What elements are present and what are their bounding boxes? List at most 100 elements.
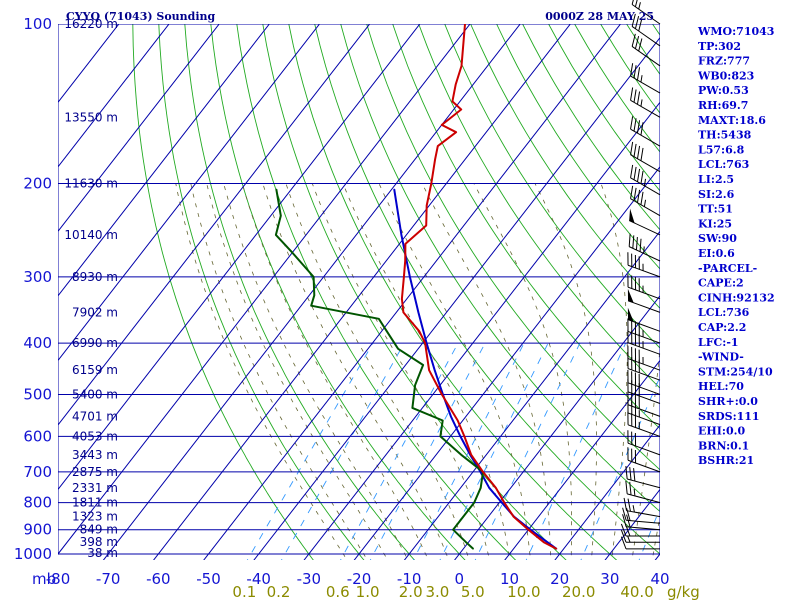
dewpoint-point <box>275 188 277 190</box>
dewpoint-point <box>480 487 482 489</box>
height-label: 8930 m <box>72 270 118 284</box>
moist-adiabat-line <box>651 514 660 560</box>
wind-barb <box>625 480 661 504</box>
temperature-point <box>402 311 404 313</box>
height-label: 38 m <box>87 546 118 560</box>
height-label: 1323 m <box>72 510 118 524</box>
dewpoint-point <box>472 548 474 550</box>
dry-adiabat-line <box>470 24 660 310</box>
dewpoint-point <box>310 305 312 307</box>
data-series <box>274 24 558 550</box>
height-label: 6990 m <box>72 336 118 350</box>
mixing-ratio-line <box>369 342 486 560</box>
index-entry: -PARCEL- <box>698 262 757 275</box>
isotherm-line <box>58 24 170 168</box>
temperature-point <box>441 124 443 126</box>
dewpoint-trace <box>274 189 484 550</box>
parcel-point <box>479 471 482 473</box>
index-entry: WB0:823 <box>697 69 754 82</box>
index-entry: EI:0.6 <box>698 247 735 260</box>
mixing-ratio-tick-label: 0.1 <box>232 583 256 600</box>
mixing-ratio-line <box>281 342 405 560</box>
temperature-point <box>460 108 462 111</box>
dewpoint-point <box>275 234 277 236</box>
pressure-tick-label: 400 <box>23 334 52 352</box>
temperature-point <box>403 276 405 278</box>
temperature-point <box>428 369 430 371</box>
index-entry: TP:302 <box>698 40 741 53</box>
index-entry: BRN:0.1 <box>698 439 749 452</box>
height-label: 849 m <box>80 523 118 537</box>
isotherm-line <box>58 24 120 104</box>
temperature-point <box>457 419 459 422</box>
temperature-point <box>495 487 497 489</box>
height-label: 2875 m <box>72 465 118 479</box>
temperature-tick-label: 30 <box>600 570 619 588</box>
isotherm-line <box>58 24 270 297</box>
height-label: 5400 m <box>72 387 118 401</box>
mixing-ratio-line <box>412 342 525 560</box>
temperature-point <box>455 131 457 133</box>
mixing-ratio-unit: g/kg <box>667 583 700 600</box>
wind-barb <box>625 465 661 489</box>
dry-adiabat-line <box>340 24 660 513</box>
parcel-point <box>400 234 402 236</box>
temperature-point <box>425 224 427 227</box>
isotherm-line <box>58 24 371 426</box>
index-entry: LFC:-1 <box>698 336 739 349</box>
temperature-tick-label: 0 <box>455 570 465 588</box>
temperature-point <box>464 24 466 25</box>
temperature-point <box>404 243 406 245</box>
pressure-tick-label: 200 <box>23 175 52 193</box>
temperature-point <box>404 260 406 262</box>
parcel-point <box>459 435 461 437</box>
wind-barb <box>627 318 661 344</box>
mixing-ratio-tick-label: 1.0 <box>356 583 380 600</box>
temperature-point <box>424 342 426 344</box>
dewpoint-point <box>313 294 315 296</box>
mixing-ratio-tick-label: 0.6 <box>326 583 350 600</box>
dewpoint-point <box>422 364 424 366</box>
isotherm-line <box>454 295 660 560</box>
isotherm-line <box>58 24 471 555</box>
pressure-tick-label: 700 <box>23 463 52 481</box>
dewpoint-point <box>462 516 464 518</box>
dewpoint-point <box>378 318 380 320</box>
chart-time: 0000Z 28 MAY 25 <box>545 10 654 23</box>
moist-adiabat-line <box>175 183 348 560</box>
dry-adiabat-line <box>236 24 517 560</box>
index-entry: -WIND- <box>698 351 744 364</box>
wind-barb <box>630 185 661 217</box>
height-label: 1811 m <box>72 496 118 510</box>
temperature-point <box>527 529 530 531</box>
wind-barb <box>630 116 661 147</box>
parcel-point <box>393 188 395 190</box>
moist-adiabat-line <box>473 183 572 560</box>
pressure-tick-label: 600 <box>23 427 52 445</box>
height-label: 4701 m <box>72 409 118 423</box>
dewpoint-point <box>414 384 416 386</box>
temperature-point <box>460 65 463 67</box>
parcel-point <box>434 369 436 371</box>
isotherm-line <box>504 359 660 560</box>
wind-barbs <box>620 0 661 550</box>
index-entry: TT:51 <box>698 203 733 216</box>
height-label: 10140 m <box>64 228 118 242</box>
dewpoint-point <box>280 215 282 217</box>
moist-adiabat-line <box>342 183 511 560</box>
height-label: 398 m <box>80 535 118 549</box>
index-entry: EHI:0.0 <box>698 425 745 438</box>
isotherm-line <box>58 24 421 491</box>
dry-adiabat-line <box>418 24 660 389</box>
dry-adiabat-line <box>184 24 415 560</box>
pressure-tick-label: 900 <box>23 521 52 539</box>
height-label: 16220 m <box>64 17 118 31</box>
index-entry: SI:2.6 <box>698 188 735 201</box>
temperature-tick-label: -50 <box>196 570 221 588</box>
parcel-point <box>450 415 452 417</box>
mixing-ratio-tick-label: 20.0 <box>562 583 595 600</box>
height-label: 13550 m <box>64 110 118 124</box>
temperature-tick-label: 20 <box>550 570 569 588</box>
